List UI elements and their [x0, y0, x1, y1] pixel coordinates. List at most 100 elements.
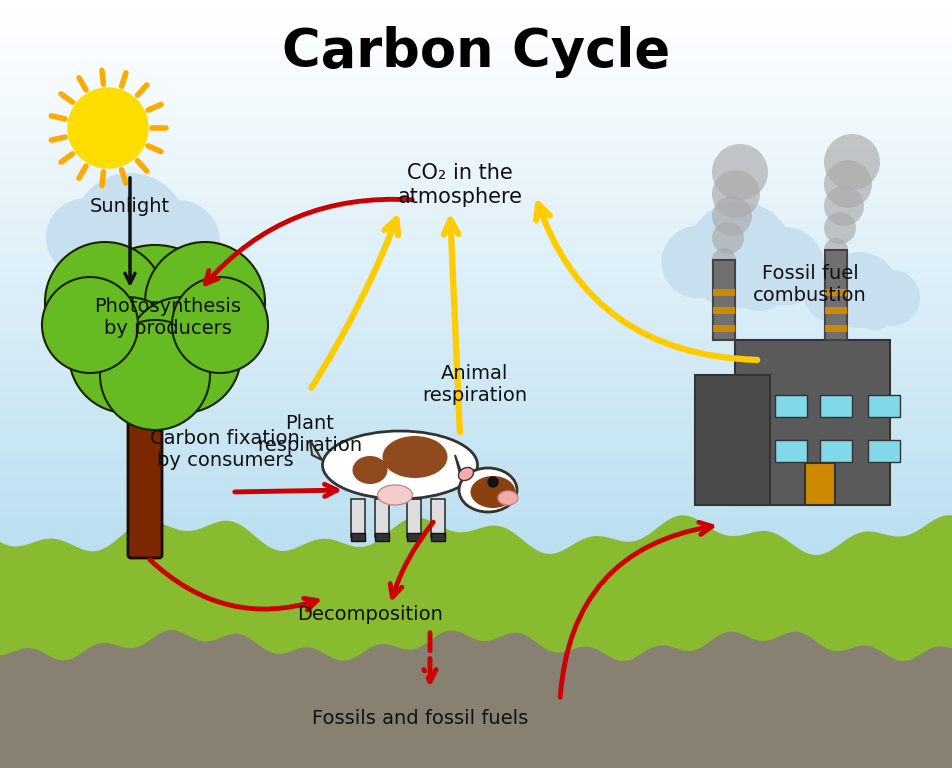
Bar [0, 144, 952, 148]
Bar [407, 499, 421, 537]
Bar [0, 452, 952, 456]
Bar [0, 209, 952, 213]
Bar [0, 12, 952, 15]
Circle shape [851, 286, 895, 330]
Circle shape [711, 248, 735, 272]
Bar [0, 53, 952, 57]
Bar [0, 406, 952, 410]
Bar [0, 273, 952, 277]
Bar [0, 19, 952, 23]
Bar [430, 533, 445, 541]
Bar [0, 251, 952, 255]
Bar [824, 307, 846, 314]
Ellipse shape [458, 468, 473, 481]
Bar [0, 418, 952, 422]
Bar [0, 441, 952, 445]
Bar [712, 260, 734, 340]
Bar [0, 228, 952, 232]
Bar [0, 464, 952, 468]
Bar [0, 110, 952, 114]
Text: Sunlight: Sunlight [89, 197, 169, 217]
Bar [0, 361, 952, 365]
Bar [0, 125, 952, 129]
FancyArrowPatch shape [206, 199, 412, 284]
Bar [0, 445, 952, 449]
Circle shape [711, 170, 759, 218]
Bar [0, 551, 952, 554]
Bar [0, 99, 952, 103]
Bar [734, 340, 889, 505]
Text: Decomposition: Decomposition [297, 605, 443, 624]
Bar [0, 183, 952, 186]
Circle shape [711, 196, 751, 236]
Text: Animal
respiration: Animal respiration [422, 365, 527, 406]
Bar [0, 547, 952, 551]
FancyArrowPatch shape [444, 220, 460, 432]
Bar [0, 68, 952, 72]
Circle shape [744, 227, 823, 306]
Bar [0, 380, 952, 384]
Bar [0, 388, 952, 392]
Bar [0, 494, 952, 498]
Circle shape [823, 186, 863, 226]
Circle shape [823, 212, 855, 244]
Text: Carbon Cycle: Carbon Cycle [282, 26, 669, 78]
Ellipse shape [382, 436, 447, 478]
Bar [0, 525, 952, 528]
Bar [0, 460, 952, 464]
Bar [0, 152, 952, 156]
Circle shape [711, 222, 744, 254]
Bar [0, 285, 952, 289]
Bar [819, 395, 851, 417]
Bar [0, 281, 952, 285]
Bar [0, 194, 952, 197]
Bar [0, 456, 952, 460]
Text: Carbon fixation
by consumers: Carbon fixation by consumers [150, 429, 300, 471]
Bar [0, 243, 952, 247]
Bar [0, 330, 952, 334]
FancyArrowPatch shape [234, 485, 336, 496]
Bar [0, 156, 952, 160]
Circle shape [823, 238, 847, 262]
Circle shape [171, 277, 268, 373]
Bar [0, 277, 952, 281]
Bar [0, 88, 952, 91]
Ellipse shape [470, 476, 515, 508]
Bar [0, 8, 952, 12]
Bar [0, 528, 952, 532]
Circle shape [823, 134, 879, 190]
Bar [774, 395, 806, 417]
Bar [0, 41, 952, 45]
Bar [0, 509, 952, 513]
Bar [0, 141, 952, 144]
Bar [407, 533, 421, 541]
Polygon shape [309, 440, 322, 460]
Bar [694, 375, 769, 505]
Bar [0, 425, 952, 429]
Bar [0, 544, 952, 547]
Bar [0, 61, 952, 65]
FancyArrowPatch shape [536, 204, 757, 360]
Bar [0, 304, 952, 308]
Bar [0, 45, 952, 49]
Bar [0, 478, 952, 482]
Bar [712, 307, 734, 314]
Bar [0, 171, 952, 175]
Bar [819, 440, 851, 462]
Circle shape [863, 270, 919, 326]
Polygon shape [0, 630, 952, 768]
Bar [0, 342, 952, 346]
Bar [0, 197, 952, 201]
Bar [350, 499, 365, 537]
Ellipse shape [322, 431, 477, 499]
Circle shape [118, 224, 184, 290]
Bar [824, 325, 846, 332]
Bar [0, 414, 952, 418]
Circle shape [45, 242, 165, 362]
FancyArrowPatch shape [311, 219, 398, 388]
Bar [0, 327, 952, 330]
Bar [712, 289, 734, 296]
Circle shape [694, 250, 750, 306]
Bar [0, 429, 952, 433]
Bar [0, 410, 952, 414]
